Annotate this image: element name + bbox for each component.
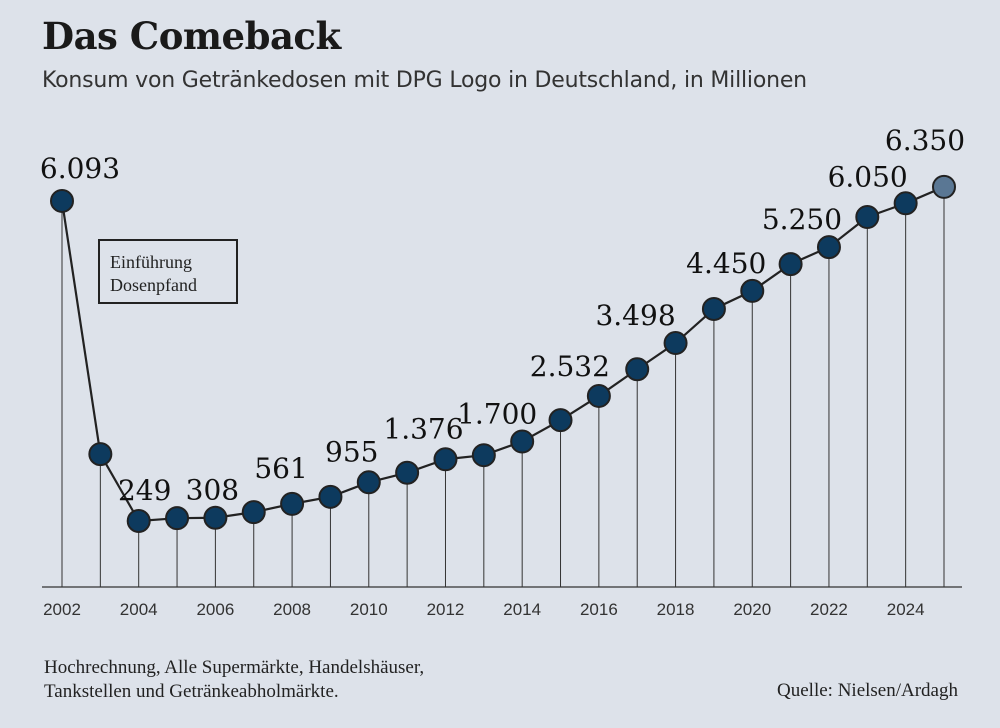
footnote-line1: Hochrechnung, Alle Supermärkte, Handelsh… [44,657,425,678]
data-point-2007 [241,500,266,525]
x-tick-label-2016: 2016 [580,600,618,619]
data-point-2002 [50,188,74,213]
data-point-2017 [625,357,650,382]
data-point-2020 [740,278,765,303]
chart-title: Das Comeback [42,14,341,58]
data-point-2018 [663,331,688,356]
x-tick-label-2014: 2014 [503,600,541,619]
x-tick-label-2010: 2010 [350,600,388,619]
data-point-2019 [701,296,726,321]
data-point-2004 [126,508,151,533]
annotation-line1: Einführung [110,252,192,272]
footnote-line2: Tankstellen und Getränkeabholmärkte. [44,681,339,702]
data-point-2015 [548,408,573,433]
data-point-2006 [203,505,228,530]
data-point-2010 [356,470,381,495]
chart-subtitle: Konsum von Getränkedosen mit DPG Logo in… [42,68,807,93]
x-tick-label-2012: 2012 [427,600,465,619]
data-point-2008 [280,491,305,516]
data-point-2012 [433,447,458,472]
x-tick-label-2020: 2020 [733,600,771,619]
data-point-2003 [88,442,113,467]
x-tick-label-2004: 2004 [120,600,158,619]
x-tick-label-2006: 2006 [196,600,234,619]
annotation-box: Einführung Dosenpfand [98,239,238,304]
data-label-2025: 6.350 [885,124,965,157]
data-point-2005 [165,506,190,531]
data-point-2009 [318,484,343,509]
data-label-2024: 6.050 [828,160,908,193]
data-label-2012: 1.376 [383,412,463,445]
data-label-2006: 308 [186,474,239,507]
data-point-2013 [471,443,496,468]
data-point-2021 [778,252,803,277]
data-label-2014: 1.700 [457,398,537,431]
data-label-2002: 6.093 [40,152,120,185]
data-point-2014 [510,429,535,454]
data-point-2016 [586,383,611,408]
x-tick-label-2002: 2002 [43,600,81,619]
annotation-line2: Dosenpfand [110,275,197,295]
data-label-2008: 561 [254,452,307,485]
data-point-2023 [855,204,880,229]
x-tick-label-2024: 2024 [887,600,925,619]
source-note: Quelle: Nielsen/Ardagh [777,680,958,701]
x-tick-label-2008: 2008 [273,600,311,619]
data-label-2018: 3.498 [595,299,675,332]
data-label-2020: 4.450 [686,247,766,280]
footnote: Hochrechnung, Alle Supermärkte, Handelsh… [44,656,424,704]
data-label-2004: 249 [118,474,171,507]
x-tick-label-2022: 2022 [810,600,848,619]
data-label-2016: 2.532 [530,350,610,383]
data-label-2010: 955 [325,435,378,468]
data-label-2022: 5.250 [762,203,842,236]
series-line [60,185,945,523]
data-point-2011 [395,460,420,485]
data-point-2024 [893,191,918,216]
x-tick-label-2018: 2018 [657,600,695,619]
data-point-2025 [932,174,956,199]
data-point-2022 [816,235,841,260]
